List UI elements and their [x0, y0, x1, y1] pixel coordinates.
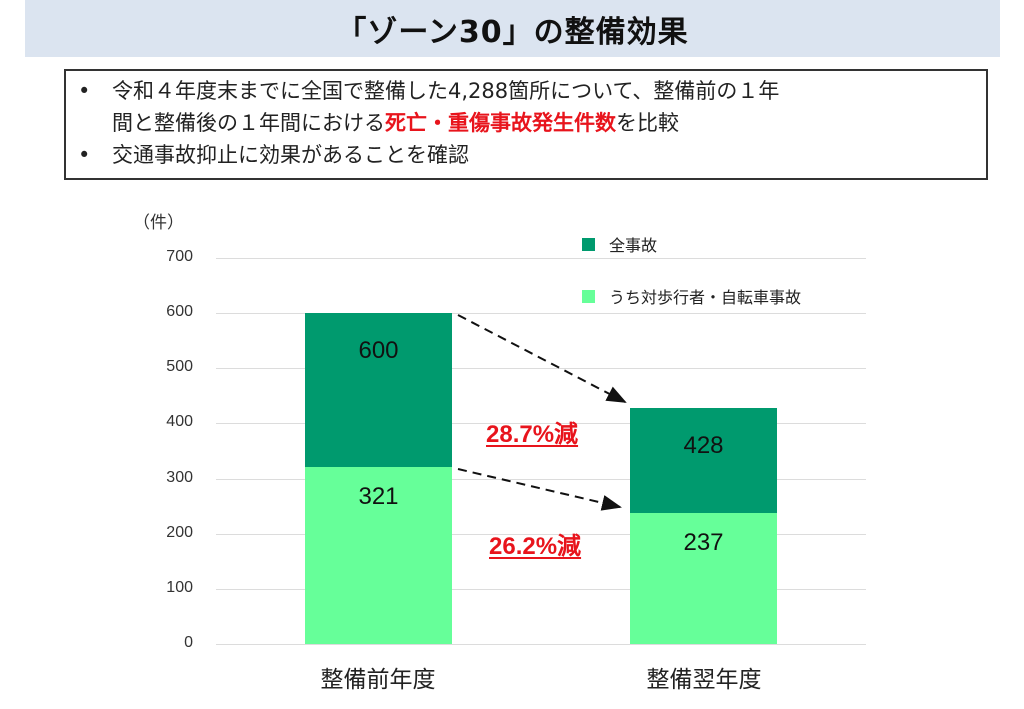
reduction-label-total: 28.7%減 — [486, 421, 579, 448]
gridline — [216, 589, 866, 590]
summary-text: 間と整備後の１年間における — [112, 111, 385, 135]
bar-value-label: 237 — [683, 529, 724, 556]
bar-pedestrian-after: 237 — [630, 513, 777, 644]
x-axis-label-after: 整備翌年度 — [646, 667, 762, 693]
bar-value-label: 321 — [358, 483, 399, 510]
bar-total-before: 600 — [305, 313, 452, 467]
gridline — [216, 644, 866, 645]
bar-pedestrian-before: 321 — [305, 467, 452, 644]
y-axis-tick-label: 200 — [166, 524, 193, 541]
legend-label: 全事故 — [609, 236, 658, 255]
gridline — [216, 313, 866, 314]
legend-label: うち対歩行者・自転車事故 — [609, 288, 802, 307]
gridline — [216, 258, 866, 259]
highlight-text: 死亡・重傷事故発生件数 — [385, 111, 616, 135]
y-axis-tick-label: 500 — [166, 358, 193, 375]
legend-item-pedestrian: うち対歩行者・自転車事故 — [582, 284, 801, 308]
summary-text: 令和４年度末までに全国で整備した4,288箇所について、整備前の１年 — [112, 79, 780, 103]
summary-bullet-1-cont: 間と整備後の１年間における死亡・重傷事故発生件数を比較 — [76, 107, 976, 139]
title-band: 「ゾーン30」の整備効果 — [25, 0, 1000, 57]
bar-value-label: 428 — [683, 432, 724, 459]
summary-box: • 令和４年度末までに全国で整備した4,288箇所について、整備前の１年 間と整… — [64, 69, 988, 180]
gridline — [216, 423, 866, 424]
legend-item-total: 全事故 — [582, 232, 657, 256]
x-axis-label-before: 整備前年度 — [320, 667, 436, 693]
bullet-dot-icon: • — [78, 79, 91, 103]
y-axis-tick-label: 0 — [184, 634, 193, 651]
bar-value-label: 600 — [358, 337, 399, 364]
gridline — [216, 479, 866, 480]
arrow-total-icon — [457, 314, 627, 403]
gridline — [216, 368, 866, 369]
bullet-dot-icon: • — [78, 143, 91, 167]
y-axis-tick-label: 100 — [166, 579, 193, 596]
y-axis-unit-label: （件） — [133, 213, 184, 233]
y-axis-tick-label: 700 — [166, 248, 193, 265]
summary-bullet-1: • 令和４年度末までに全国で整備した4,288箇所について、整備前の１年 — [76, 75, 976, 107]
page-title: 「ゾーン30」の整備効果 — [336, 14, 689, 50]
summary-bullet-2: • 交通事故抑止に効果があることを確認 — [76, 139, 976, 171]
bar-total-after: 428 — [630, 408, 777, 513]
summary-text: を比較 — [616, 111, 679, 135]
legend-swatch-total — [582, 237, 595, 251]
y-axis-tick-label: 300 — [166, 469, 193, 486]
y-axis-tick-label: 600 — [166, 303, 193, 320]
summary-bullet-text: 令和４年度末までに全国で整備した4,288箇所について、整備前の１年 — [112, 75, 976, 107]
arrow-pedestrian-icon — [457, 468, 622, 511]
summary-text: 交通事故抑止に効果があることを確認 — [112, 143, 469, 167]
y-axis-tick-label: 400 — [166, 413, 193, 430]
legend-swatch-pedestrian — [582, 289, 595, 303]
gridline — [216, 534, 866, 535]
reduction-label-pedestrian: 26.2%減 — [489, 533, 582, 560]
